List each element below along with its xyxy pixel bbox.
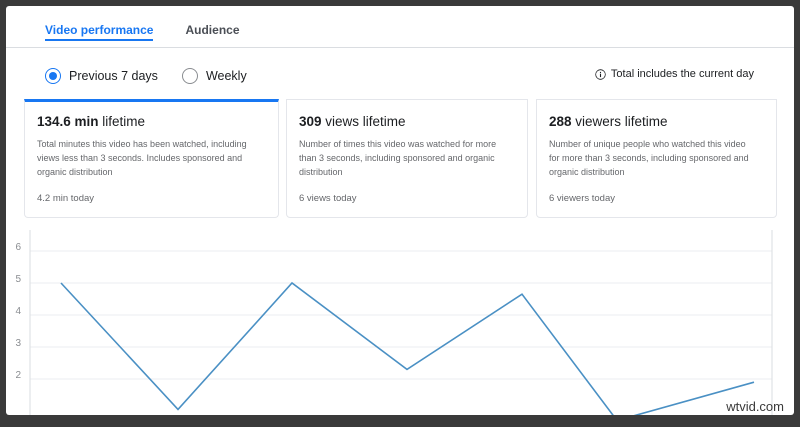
svg-text:5: 5 <box>15 274 21 285</box>
svg-text:3: 3 <box>15 338 21 349</box>
svg-text:4: 4 <box>15 306 21 317</box>
svg-text:6: 6 <box>15 242 21 253</box>
svg-text:2: 2 <box>15 370 21 381</box>
